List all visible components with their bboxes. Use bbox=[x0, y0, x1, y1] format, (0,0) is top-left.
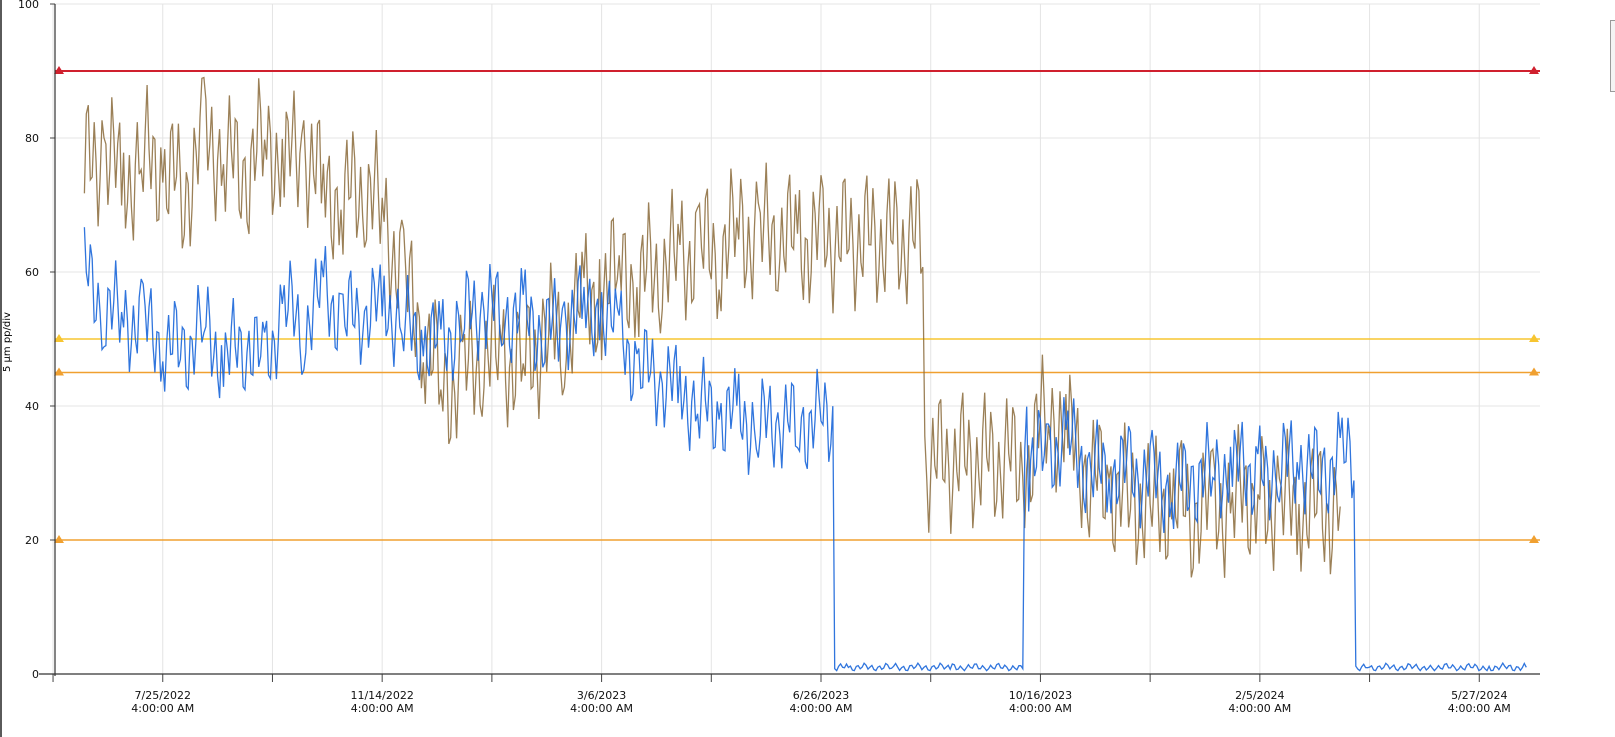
x-tick-label: 6/26/2023 bbox=[793, 689, 849, 702]
x-tick-label: 7/25/2022 bbox=[135, 689, 191, 702]
scrollbar-thumb[interactable] bbox=[1610, 20, 1615, 92]
y-tick-label: 0 bbox=[32, 668, 39, 681]
x-tick-label: 3/6/2023 bbox=[577, 689, 626, 702]
y-tick-label: 20 bbox=[25, 534, 39, 547]
threshold-marker bbox=[54, 535, 64, 543]
x-tick-label: 5/27/2024 bbox=[1451, 689, 1507, 702]
x-tick-label-time: 4:00:00 AM bbox=[1228, 702, 1291, 715]
x-tick-label-time: 4:00:00 AM bbox=[1448, 702, 1511, 715]
x-tick-label-time: 4:00:00 AM bbox=[790, 702, 853, 715]
threshold-marker bbox=[1529, 535, 1539, 543]
x-tick-label-time: 4:00:00 AM bbox=[1009, 702, 1072, 715]
y-tick-label: 80 bbox=[25, 132, 39, 145]
series-line-2 bbox=[83, 227, 1527, 672]
threshold-marker bbox=[1529, 367, 1539, 376]
threshold-marker bbox=[1529, 66, 1539, 74]
x-tick-label-time: 4:00:00 AM bbox=[131, 702, 194, 715]
x-tick-label: 10/16/2023 bbox=[1009, 689, 1072, 702]
y-tick-label: 100 bbox=[18, 0, 39, 11]
window-border bbox=[0, 0, 2, 737]
threshold-marker bbox=[54, 334, 64, 342]
x-tick-label: 2/5/2024 bbox=[1235, 689, 1284, 702]
y-tick-label: 40 bbox=[25, 400, 39, 413]
threshold-marker bbox=[54, 66, 64, 74]
x-tick-label-time: 4:00:00 AM bbox=[570, 702, 633, 715]
threshold-marker bbox=[54, 367, 64, 376]
x-tick-label: 11/14/2022 bbox=[350, 689, 413, 702]
threshold-marker bbox=[1529, 334, 1539, 342]
x-tick-label-time: 4:00:00 AM bbox=[351, 702, 414, 715]
y-tick-label: 60 bbox=[25, 266, 39, 279]
